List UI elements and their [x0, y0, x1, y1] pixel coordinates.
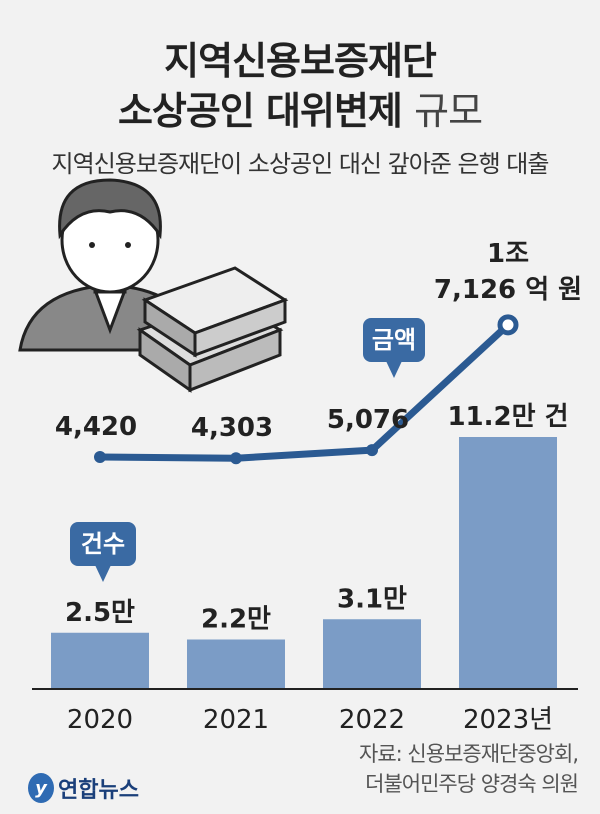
source-line1: 자료: 신용보증재단중앙회, [359, 742, 579, 766]
line-point [230, 452, 242, 465]
title-light: 규모 [414, 89, 483, 133]
line-label: 4,303 [191, 413, 273, 443]
bar-label: 2.2만 [201, 605, 271, 635]
title-line1: 지역신용보증재단 [164, 39, 437, 83]
bar-2020 [51, 632, 149, 689]
line-point [94, 451, 106, 463]
bar-label: 2.5만 [65, 598, 135, 628]
x-tick-label: 2020 [67, 705, 133, 735]
bar-2021 [187, 639, 285, 689]
legend-label-amount: 금액 [372, 326, 416, 354]
bar-2023년 [459, 437, 557, 689]
line-label-2023-line2: 7,126 억 원 [434, 275, 582, 305]
line-label-2023-line1: 1조 [487, 239, 529, 269]
amount-line [99, 322, 511, 462]
x-tick-label: 2021 [203, 705, 269, 735]
bar-label: 11.2만 건 [447, 402, 568, 432]
x-tick-label: 2022 [339, 705, 405, 735]
subtitle: 지역신용보증재단이 소상공인 대신 갚아준 은행 대출 [51, 150, 550, 178]
bar-label: 3.1만 [337, 584, 407, 614]
line-label: 4,420 [55, 412, 137, 442]
source-line2: 더불어민주당 양경숙 의원 [365, 772, 579, 796]
legend-bubble-amount: 금액 [363, 318, 425, 378]
logo-icon: y [28, 773, 54, 803]
title-bold: 소상공인 대위변제 [117, 89, 403, 133]
line-point-2023 [497, 314, 519, 336]
x-tick-label: 2023년 [463, 705, 553, 735]
money-stack-illustration [136, 266, 289, 393]
title-line2: 소상공인 대위변제 규모 [0, 80, 600, 135]
legend-bubble-count: 건수 [70, 522, 136, 582]
line-label: 5,076 [327, 405, 409, 435]
logo: y 연합뉴스 [28, 772, 139, 804]
legend-label-count: 건수 [81, 530, 125, 558]
logo-text: 연합뉴스 [58, 778, 139, 803]
bar-2022 [323, 619, 421, 689]
line-point [366, 444, 378, 457]
